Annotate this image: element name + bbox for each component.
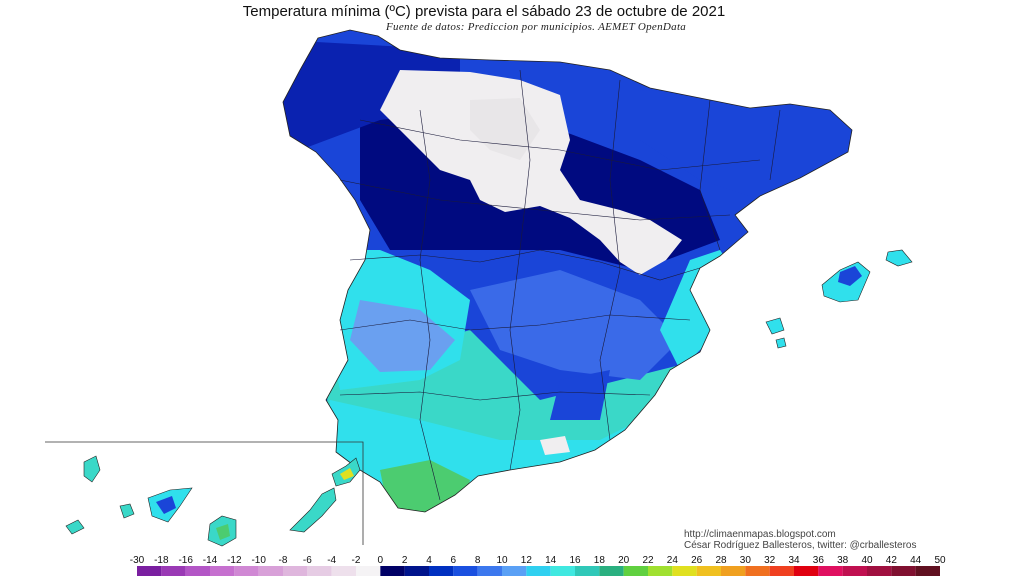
legend-tick-label: 40 bbox=[861, 555, 873, 566]
legend-tick-label: 4 bbox=[426, 555, 432, 566]
legend-tick-label: 16 bbox=[569, 555, 581, 566]
legend-tick-label: -16 bbox=[178, 555, 193, 566]
color-legend: -30 -18 -16 -14 -12 -10 -8 -6 -4 -2 0 2 4 6 8 10 12 14 16 1… bbox=[130, 555, 946, 576]
legend-swatch bbox=[891, 566, 916, 576]
legend-swatch bbox=[550, 566, 575, 576]
legend-swatch bbox=[307, 566, 332, 576]
legend-swatch bbox=[623, 566, 648, 576]
province-boundaries bbox=[339, 69, 781, 501]
legend-swatch bbox=[818, 566, 843, 576]
legend-tick-label: 36 bbox=[813, 555, 825, 566]
legend-tick-label: 18 bbox=[594, 555, 606, 566]
legend-tick-label: -10 bbox=[251, 555, 266, 566]
legend-swatch bbox=[429, 566, 454, 576]
legend-tick-label: 20 bbox=[618, 555, 630, 566]
legend-swatch bbox=[404, 566, 429, 576]
legend-swatch bbox=[210, 566, 235, 576]
legend-tick-label: 38 bbox=[837, 555, 849, 566]
legend-tick-label: 0 bbox=[378, 555, 384, 566]
legend-swatch bbox=[283, 566, 308, 576]
legend-swatch bbox=[842, 566, 867, 576]
legend-tick-label: 32 bbox=[764, 555, 776, 566]
legend-swatch bbox=[526, 566, 551, 576]
legend-swatch bbox=[721, 566, 746, 576]
legend-swatch bbox=[477, 566, 502, 576]
legend-tick-label: -4 bbox=[327, 555, 336, 566]
legend-swatch bbox=[575, 566, 600, 576]
map-title: Temperatura mínima (ºC) prevista para el… bbox=[242, 3, 726, 20]
legend-tick-label: 8 bbox=[475, 555, 481, 566]
peninsula-outline bbox=[282, 29, 853, 513]
credits-author: César Rodríguez Ballesteros, twitter: @c… bbox=[684, 540, 917, 551]
legend-tick-label: -12 bbox=[227, 555, 242, 566]
credits-url[interactable]: http://climaenmapas.blogspot.com bbox=[684, 529, 836, 540]
legend-tick-label: 10 bbox=[496, 555, 508, 566]
legend-tick-label: 26 bbox=[691, 555, 703, 566]
legend-swatch bbox=[794, 566, 819, 576]
legend-tick-labels: -30 -18 -16 -14 -12 -10 -8 -6 -4 -2 0 2 4 6 8 10 12 14 16 1… bbox=[130, 555, 946, 566]
legend-tick-label: 30 bbox=[740, 555, 752, 566]
legend-tick-label: 34 bbox=[788, 555, 800, 566]
legend-swatches bbox=[137, 566, 940, 576]
legend-swatch bbox=[380, 566, 405, 576]
legend-swatch bbox=[453, 566, 478, 576]
peninsula-temperature-field bbox=[283, 30, 852, 512]
legend-tick-label: 2 bbox=[402, 555, 408, 566]
legend-swatch bbox=[331, 566, 356, 576]
legend-swatch bbox=[234, 566, 259, 576]
legend-swatch bbox=[867, 566, 892, 576]
legend-swatch bbox=[599, 566, 624, 576]
legend-swatch bbox=[258, 566, 283, 576]
legend-tick-label: -2 bbox=[352, 555, 361, 566]
legend-tick-label: -14 bbox=[203, 555, 218, 566]
balearic-islands bbox=[765, 249, 913, 349]
legend-tick-label: -8 bbox=[279, 555, 288, 566]
legend-swatch bbox=[356, 566, 381, 576]
legend-swatch bbox=[185, 566, 210, 576]
legend-swatch bbox=[648, 566, 673, 576]
legend-swatch bbox=[745, 566, 770, 576]
canary-islands-inset bbox=[45, 441, 364, 547]
legend-tick-label: 50 bbox=[934, 555, 946, 566]
credits: http://climaenmapas.blogspot.com César R… bbox=[684, 529, 916, 551]
legend-swatch bbox=[502, 566, 527, 576]
legend-tick-label: -6 bbox=[303, 555, 312, 566]
legend-swatch bbox=[672, 566, 697, 576]
legend-swatch bbox=[915, 566, 940, 576]
legend-tick-label: 6 bbox=[451, 555, 457, 566]
legend-tick-label: 12 bbox=[521, 555, 533, 566]
legend-tick-label: 14 bbox=[545, 555, 557, 566]
legend-tick-label: -18 bbox=[154, 555, 169, 566]
legend-tick-label: 28 bbox=[715, 555, 727, 566]
legend-swatch bbox=[137, 566, 162, 576]
legend-tick-label: -30 bbox=[130, 555, 145, 566]
legend-tick-label: 44 bbox=[910, 555, 922, 566]
legend-swatch bbox=[161, 566, 186, 576]
legend-tick-label: 42 bbox=[886, 555, 898, 566]
map-subtitle: Fuente de datos: Prediccion por municipi… bbox=[386, 21, 687, 33]
legend-swatch bbox=[769, 566, 794, 576]
legend-tick-label: 24 bbox=[667, 555, 679, 566]
legend-swatch bbox=[696, 566, 721, 576]
legend-tick-label: 22 bbox=[642, 555, 654, 566]
